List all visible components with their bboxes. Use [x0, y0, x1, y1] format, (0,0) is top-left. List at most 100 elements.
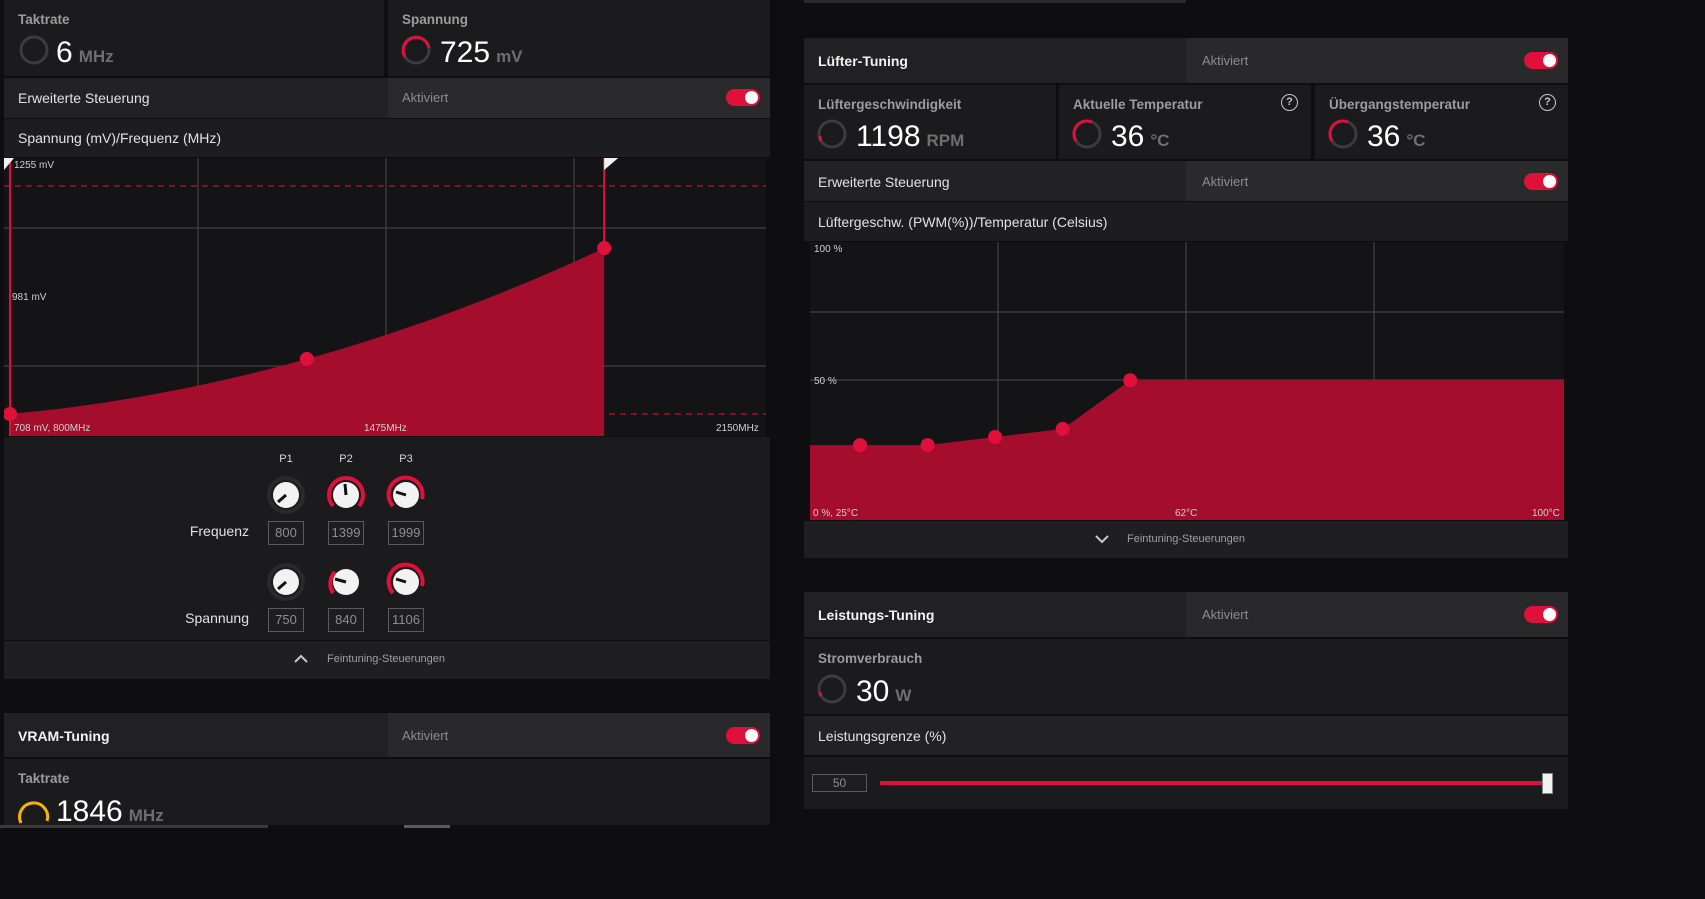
curve-point-p3	[597, 241, 612, 256]
left-fine-tuning-row[interactable]: Feintuning-Steuerungen	[4, 641, 770, 679]
junction-temp-panel: Übergangstemperatur ? 36 °C	[1315, 85, 1568, 159]
fan-curve-title: Lüftergeschw. (PWM(%))/Temperatur (Celsi…	[818, 214, 1108, 230]
fan-advanced-control-toggle[interactable]	[1524, 173, 1558, 190]
junction-temp-value: 36 °C	[1367, 120, 1426, 153]
fan-tuning-toggle[interactable]	[1524, 52, 1558, 69]
volt-p2-input[interactable]: 840	[328, 608, 364, 632]
right-top-edge	[804, 0, 1186, 3]
vf-x-end-label: 2150MHz	[716, 423, 759, 434]
fan-x-end-label: 100°C	[1532, 508, 1560, 519]
fan-curve-point-1	[853, 438, 867, 453]
vram-tuning-header: VRAM-Tuning Aktiviert	[4, 713, 770, 757]
fan-x-mid-label: 62°C	[1175, 508, 1198, 519]
fan-x-start-label: 0 %, 25°C	[813, 508, 859, 519]
junction-temp-label: Übergangstemperatur	[1329, 97, 1471, 112]
power-limit-input[interactable]: 50	[812, 774, 867, 792]
fan-speed-label: Lüftergeschwindigkeit	[818, 97, 962, 112]
pstate-knob-panel: P1 P2 P3 Frequenz 800 1399 1999 Spannung…	[4, 437, 770, 640]
fan-curve-chart[interactable]: 100 % 50 % 0 %, 25°C 62°C 100°C	[810, 242, 1564, 520]
power-limit-slider-thumb[interactable]	[1542, 773, 1553, 794]
frequency-row-label: Frequenz	[189, 523, 249, 539]
vf-x-mid-label: 1475MHz	[364, 423, 407, 434]
clock-stat-panel: Taktrate 6 MHz	[4, 0, 384, 76]
min-marker-flag	[4, 158, 14, 170]
p2-label: P2	[339, 453, 353, 465]
volt-p1-input[interactable]: 750	[268, 608, 304, 632]
power-limit-label: Leistungsgrenze (%)	[818, 728, 947, 744]
vf-x-start-label: 708 mV, 800MHz	[14, 423, 91, 434]
power-consumption-gauge-icon	[817, 674, 847, 704]
p1-label: P1	[279, 453, 293, 465]
vf-y-top-label: 1255 mV	[14, 160, 55, 171]
power-tuning-toggle[interactable]	[1524, 606, 1558, 623]
power-limit-slider-panel: 50	[804, 757, 1568, 809]
vram-clock-value: 1846 MHz	[56, 795, 164, 828]
vram-clock-label: Taktrate	[18, 771, 70, 786]
power-consumption-value: 30 W	[856, 675, 912, 708]
fan-curve-title-row: Lüftergeschw. (PWM(%))/Temperatur (Celsi…	[804, 202, 1568, 241]
power-consumption-label: Stromverbrauch	[818, 651, 923, 666]
vram-clock-gauge-icon	[18, 801, 50, 824]
vram-clock-panel: Taktrate 1846 MHz	[4, 759, 770, 828]
fan-curve-point-2	[920, 438, 935, 453]
current-temp-label: Aktuelle Temperatur	[1073, 97, 1203, 112]
help-icon[interactable]: ?	[1281, 94, 1298, 111]
power-tuning-title: Leistungs-Tuning	[818, 607, 935, 623]
fan-y-mid-label: 50 %	[814, 376, 837, 387]
bottom-scroll-indicator	[0, 825, 268, 828]
help-icon[interactable]: ?	[1539, 94, 1556, 111]
voltage-frequency-chart-svg	[4, 158, 766, 436]
fan-speed-value: 1198 RPM	[856, 120, 965, 153]
freq-p1-knob[interactable]	[266, 475, 306, 515]
p3-label: P3	[399, 453, 413, 465]
fan-tuning-header: Lüfter-Tuning Aktiviert	[804, 38, 1568, 83]
fan-speed-panel: Lüftergeschwindigkeit 1198 RPM	[804, 85, 1056, 159]
freq-p3-input[interactable]: 1999	[388, 521, 424, 545]
fan-y-top-label: 100 %	[814, 244, 843, 255]
voltage-stat-panel: Spannung 725 mV	[388, 0, 770, 76]
vram-tuning-title: VRAM-Tuning	[18, 728, 110, 744]
power-limit-row: Leistungsgrenze (%)	[804, 716, 1568, 755]
fan-curve-point-3	[988, 430, 1003, 444]
advanced-control-status: Aktiviert	[402, 90, 449, 105]
volt-p1-knob[interactable]	[266, 562, 306, 602]
clock-value: 6 MHz	[56, 36, 114, 69]
current-temp-gauge-icon	[1072, 119, 1102, 149]
fan-fine-tuning-label: Feintuning-Steuerungen	[1127, 533, 1246, 545]
voltage-row-label: Spannung	[185, 610, 249, 626]
fan-advanced-control-status: Aktiviert	[1202, 174, 1249, 189]
volt-p2-knob[interactable]	[326, 562, 366, 602]
fan-fine-tuning-row[interactable]: Feintuning-Steuerungen	[804, 521, 1568, 558]
fan-curve-point-5	[1123, 373, 1138, 388]
power-tuning-header: Leistungs-Tuning Aktiviert	[804, 592, 1568, 637]
vram-tuning-status: Aktiviert	[402, 728, 449, 743]
clock-gauge-icon	[19, 35, 49, 65]
fan-speed-gauge-icon	[817, 119, 847, 149]
fan-curve-chart-svg	[810, 242, 1564, 520]
voltage-frequency-title-row: Spannung (mV)/Frequenz (MHz)	[4, 119, 770, 157]
power-tuning-status: Aktiviert	[1202, 607, 1249, 622]
max-marker-flag	[604, 158, 619, 170]
freq-p2-knob[interactable]	[326, 475, 366, 515]
freq-p1-input[interactable]: 800	[268, 521, 304, 545]
bottom-scroll-thumb[interactable]	[404, 825, 450, 828]
clock-label: Taktrate	[18, 12, 70, 27]
power-consumption-panel: Stromverbrauch 30 W	[804, 639, 1568, 714]
power-limit-slider-track[interactable]	[880, 781, 1548, 785]
fan-curve-point-4	[1055, 421, 1070, 436]
fine-tuning-label: Feintuning-Steuerungen	[327, 653, 446, 665]
vram-tuning-toggle[interactable]	[726, 727, 760, 744]
volt-p3-knob[interactable]	[386, 562, 426, 602]
current-temp-panel: Aktuelle Temperatur ? 36 °C	[1059, 85, 1311, 159]
vf-y-mid-label: 981 mV	[12, 292, 47, 303]
volt-p3-input[interactable]: 1106	[388, 608, 424, 632]
voltage-frequency-area	[10, 248, 605, 436]
voltage-frequency-chart[interactable]: 1255 mV 981 mV 708 mV, 800MHz 1475MHz 21…	[4, 158, 766, 436]
freq-p2-input[interactable]: 1399	[328, 521, 364, 545]
fan-curve-area	[810, 380, 1564, 520]
fan-advanced-control-label: Erweiterte Steuerung	[818, 174, 950, 190]
fan-advanced-control-row: Erweiterte Steuerung Aktiviert	[804, 161, 1568, 201]
curve-point-p2	[299, 351, 314, 366]
advanced-control-toggle[interactable]	[726, 89, 760, 106]
freq-p3-knob[interactable]	[386, 475, 426, 515]
